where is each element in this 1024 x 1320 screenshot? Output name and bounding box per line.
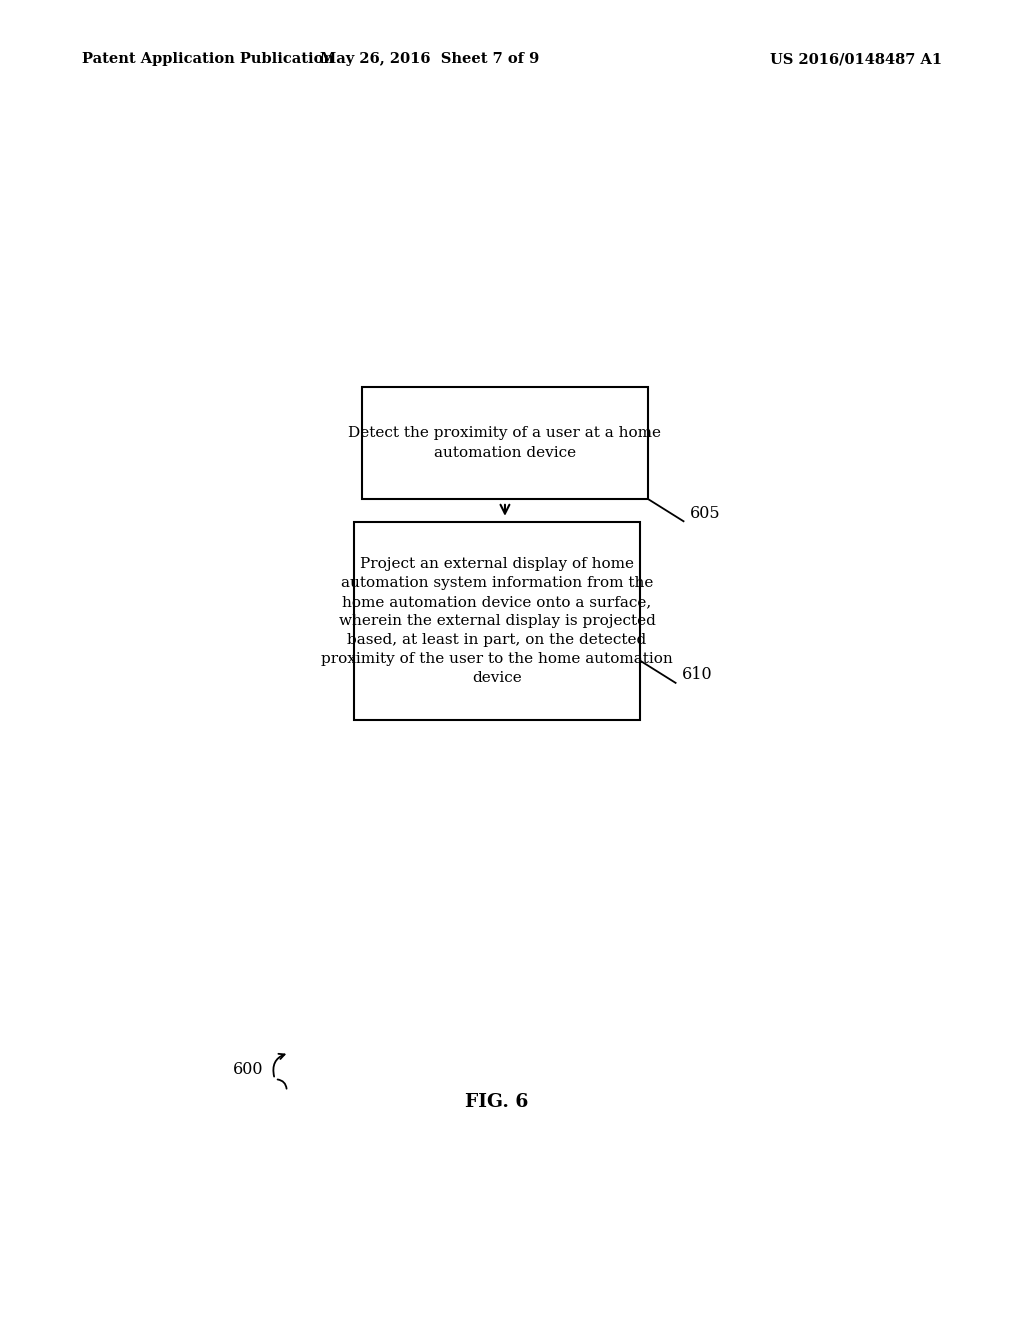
Text: Patent Application Publication: Patent Application Publication	[82, 53, 334, 66]
Text: 600: 600	[232, 1060, 263, 1077]
Text: Project an external display of home
automation system information from the
home : Project an external display of home auto…	[322, 557, 673, 685]
Text: 610: 610	[682, 667, 713, 684]
Bar	[354, 521, 640, 719]
Text: FIG. 6: FIG. 6	[465, 1093, 528, 1110]
Text: 605: 605	[690, 504, 721, 521]
Bar	[362, 387, 648, 499]
Text: Detect the proximity of a user at a home
automation device: Detect the proximity of a user at a home…	[348, 426, 662, 459]
Text: US 2016/0148487 A1: US 2016/0148487 A1	[770, 53, 942, 66]
Text: May 26, 2016  Sheet 7 of 9: May 26, 2016 Sheet 7 of 9	[321, 53, 540, 66]
